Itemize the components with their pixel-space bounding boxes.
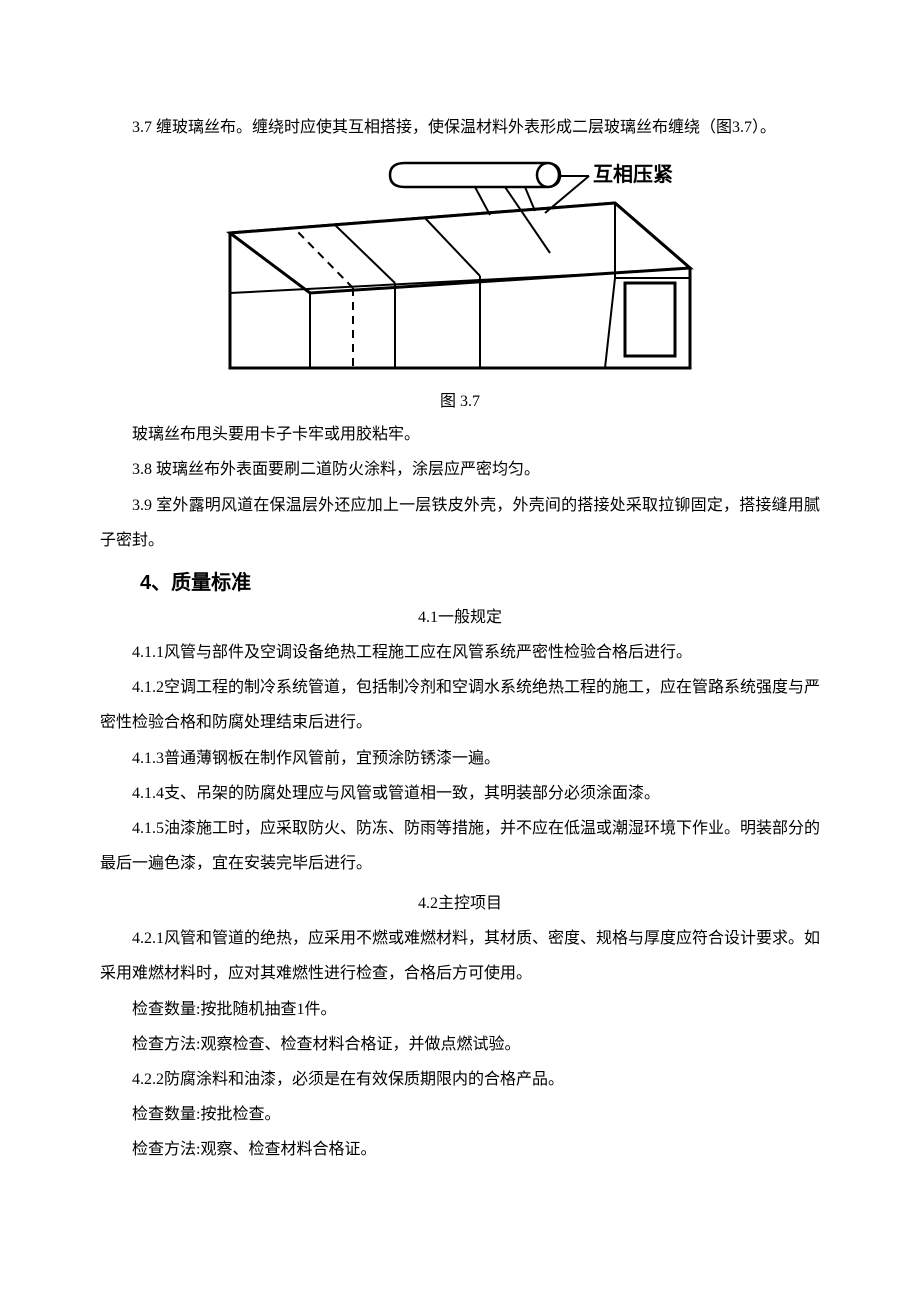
paragraph-4-2-1: 4.2.1风管和管道的绝热，应采用不燃或难燃材料，其材质、密度、规格与厚度应符合…: [100, 921, 820, 991]
paragraph-3-7b: 玻璃丝布甩头要用卡子卡牢或用胶粘牢。: [100, 417, 820, 452]
paragraph-4-1-3: 4.1.3普通薄钢板在制作风管前，宜预涂防锈漆一遍。: [100, 741, 820, 776]
paragraph-4-2-2: 4.2.2防腐涂料和油漆，必须是在有效保质期限内的合格产品。: [100, 1062, 820, 1097]
figure-annotation: 互相压紧: [593, 162, 673, 186]
paragraph-3-7: 3.7 缠玻璃丝布。缠绕时应使其互相搭接，使保温材料外表形成二层玻璃丝布缠绕（图…: [100, 110, 820, 145]
paragraph-4-1-5: 4.1.5油漆施工时，应采取防火、防冻、防雨等措施，并不应在低温或潮湿环境下作业…: [100, 811, 820, 881]
figure-caption: 图 3.7: [100, 387, 820, 411]
paragraph-4-1-2: 4.1.2空调工程的制冷系统管道，包括制冷剂和空调水系统绝热工程的施工，应在管路…: [100, 670, 820, 740]
paragraph-4-2-1-qty: 检查数量:按批随机抽查1件。: [100, 992, 820, 1027]
subsection-4-1-title: 4.1一般规定: [100, 603, 820, 627]
section-4-heading: 4、质量标准: [100, 566, 820, 595]
paragraph-3-9: 3.9 室外露明风道在保温层外还应加上一层铁皮外壳，外壳间的搭接处采取拉铆固定，…: [100, 488, 820, 558]
paragraph-4-2-2-qty: 检查数量:按批检查。: [100, 1097, 820, 1132]
paragraph-4-2-2-method: 检查方法:观察、检查材料合格证。: [100, 1132, 820, 1167]
paragraph-4-1-4: 4.1.4支、吊架的防腐处理应与风管或管道相一致，其明装部分必须涂面漆。: [100, 776, 820, 811]
figure-3-7: 互相压紧: [100, 153, 820, 383]
paragraph-3-8: 3.8 玻璃丝布外表面要刷二道防火涂料，涂层应严密均匀。: [100, 452, 820, 487]
subsection-4-2-title: 4.2主控项目: [100, 889, 820, 913]
paragraph-4-1-1: 4.1.1风管与部件及空调设备绝热工程施工应在风管系统严密性检验合格后进行。: [100, 635, 820, 670]
paragraph-4-2-1-method: 检查方法:观察检查、检查材料合格证，并做点燃试验。: [100, 1027, 820, 1062]
